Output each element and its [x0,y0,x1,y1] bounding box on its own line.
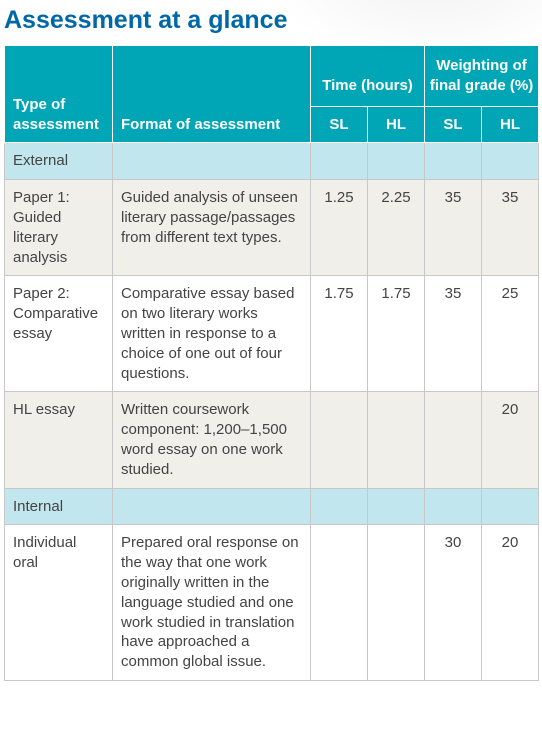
cell-format: Prepared oral response on the way that o… [113,525,311,681]
section-empty [482,488,539,525]
table-body: ExternalPaper 1: Guided literary analysi… [5,143,539,681]
section-row: Internal [5,488,539,525]
col-group-time: Time (hours) [311,46,425,107]
cell-time-hl: 2.25 [368,180,425,276]
section-row: External [5,143,539,180]
col-sub-time-sl: SL [311,106,368,143]
cell-weight-hl: 25 [482,276,539,392]
section-empty [368,488,425,525]
col-group-weight: Weighting of final grade (%) [425,46,539,107]
cell-weight-hl: 20 [482,525,539,681]
cell-weight-sl: 35 [425,276,482,392]
cell-time-sl: 1.75 [311,276,368,392]
cell-time-hl [368,392,425,488]
cell-format: Written coursework component: 1,200–1,50… [113,392,311,488]
cell-format: Guided analysis of unseen literary passa… [113,180,311,276]
col-sub-weight-sl: SL [425,106,482,143]
col-header-type: Type of assessment [5,46,113,143]
cell-type: Paper 2: Comparative essay [5,276,113,392]
section-empty [425,488,482,525]
cell-type: Paper 1: Guided literary analysis [5,180,113,276]
table-row: HL essayWritten coursework component: 1,… [5,392,539,488]
section-empty [311,488,368,525]
col-sub-weight-hl: HL [482,106,539,143]
col-header-format: Format of assessment [113,46,311,143]
cell-type: HL essay [5,392,113,488]
cell-time-sl [311,525,368,681]
cell-weight-sl [425,392,482,488]
section-empty [482,143,539,180]
section-empty [113,143,311,180]
col-sub-time-hl: HL [368,106,425,143]
cell-format: Comparative essay based on two literary … [113,276,311,392]
section-empty [425,143,482,180]
table-row: Paper 2: Comparative essayComparative es… [5,276,539,392]
cell-type: Individual oral [5,525,113,681]
cell-weight-hl: 35 [482,180,539,276]
assessment-table: Type of assessment Format of assessment … [4,45,539,681]
table-row: Individual oralPrepared oral response on… [5,525,539,681]
table-header: Type of assessment Format of assessment … [5,46,539,143]
cell-time-sl [311,392,368,488]
cell-weight-hl: 20 [482,392,539,488]
cell-time-hl [368,525,425,681]
section-empty [113,488,311,525]
page-title: Assessment at a glance [0,0,542,45]
table-row: Paper 1: Guided literary analysisGuided … [5,180,539,276]
section-label: External [5,143,113,180]
cell-weight-sl: 35 [425,180,482,276]
section-empty [368,143,425,180]
cell-time-hl: 1.75 [368,276,425,392]
section-empty [311,143,368,180]
cell-weight-sl: 30 [425,525,482,681]
cell-time-sl: 1.25 [311,180,368,276]
section-label: Internal [5,488,113,525]
